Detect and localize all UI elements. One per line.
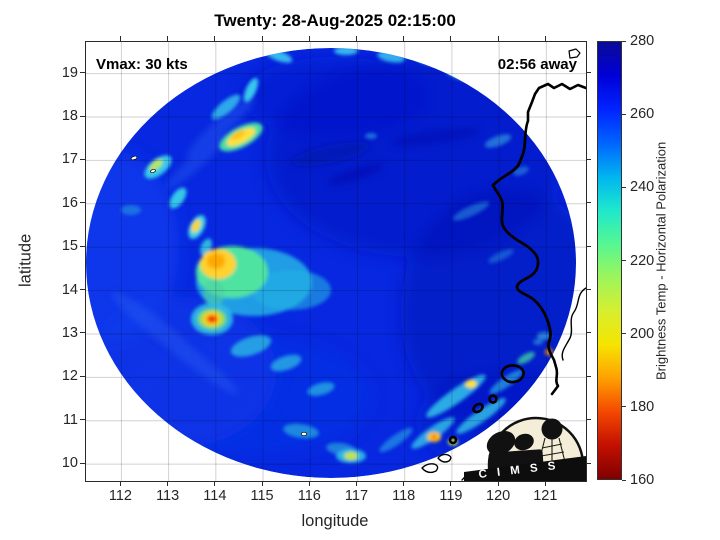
- y-tick: [586, 289, 591, 291]
- y-tick-label: 14: [61, 281, 78, 298]
- cimss-logo: C I M S S: [464, 416, 586, 481]
- plot-title: Twenty: 28-Aug-2025 02:15:00: [214, 11, 456, 30]
- x-tick: [261, 481, 263, 486]
- y-tick: [80, 289, 85, 291]
- x-tick-label: 114: [203, 488, 227, 504]
- y-tick: [80, 115, 85, 117]
- y-tick: [80, 72, 85, 74]
- x-tick: [308, 481, 310, 486]
- colorbar-tick-label: 160: [630, 472, 655, 488]
- x-tick-label: 119: [439, 488, 463, 504]
- colorbar-gradient: [598, 42, 621, 479]
- x-tick: [497, 481, 499, 486]
- y-tick-label: 10: [61, 455, 78, 472]
- y-tick: [80, 245, 85, 247]
- x-axis-label: longitude: [301, 512, 369, 530]
- y-axis-label: latitude: [16, 233, 35, 288]
- y-tick: [586, 115, 591, 117]
- y-tick: [586, 332, 591, 334]
- y-tick: [586, 202, 591, 204]
- x-tick: [119, 481, 121, 486]
- y-tick-label: 18: [61, 108, 78, 125]
- y-tick: [80, 375, 85, 377]
- x-tick: [544, 36, 546, 41]
- y-tick: [586, 72, 591, 74]
- x-tick: [167, 481, 169, 486]
- y-tick: [586, 419, 591, 421]
- y-tick-label: 11: [62, 411, 78, 428]
- x-tick: [308, 36, 310, 41]
- x-tick-label: 121: [533, 488, 558, 504]
- colorbar-tick-label: 220: [630, 252, 655, 269]
- x-tick-label: 113: [156, 488, 180, 504]
- x-tick: [403, 36, 405, 41]
- x-tick: [119, 36, 121, 41]
- x-tick: [214, 481, 216, 486]
- x-tick-label: 117: [344, 488, 369, 504]
- y-tick: [80, 202, 85, 204]
- x-tick: [167, 36, 169, 41]
- y-tick: [586, 462, 591, 464]
- data-disc: [86, 48, 576, 478]
- x-tick-label: 120: [486, 488, 511, 504]
- colorbar-tick-label: 240: [630, 179, 655, 196]
- colorbar-tick: [622, 113, 626, 115]
- colorbar-tick: [622, 40, 626, 42]
- y-tick-label: 13: [61, 324, 78, 341]
- y-tick-label: 12: [61, 368, 78, 385]
- y-tick-label: 16: [61, 194, 78, 211]
- x-tick: [544, 481, 546, 486]
- colorbar-tick: [622, 406, 626, 408]
- x-tick-label: 115: [250, 488, 274, 504]
- x-tick: [403, 481, 405, 486]
- colorbar-tick-label: 260: [630, 106, 655, 123]
- plot-area: C I M S S Vmax: 30 kts 02:56 away: [85, 41, 587, 482]
- colorbar-tick-label: 180: [630, 398, 655, 415]
- colorbar-tick-label: 200: [630, 325, 655, 342]
- y-tick: [80, 158, 85, 160]
- satellite-swath-svg: C I M S S: [86, 42, 586, 481]
- y-tick: [80, 462, 85, 464]
- colorbar: [597, 41, 622, 480]
- colorbar-tick: [622, 333, 626, 335]
- x-tick: [261, 36, 263, 41]
- y-tick: [586, 158, 591, 160]
- time-annotation: 02:56 away: [497, 56, 577, 73]
- vmax-annotation: Vmax: 30 kts: [96, 56, 188, 73]
- x-tick-label: 112: [108, 488, 132, 504]
- y-tick: [80, 332, 85, 334]
- x-tick: [214, 36, 216, 41]
- x-tick: [450, 481, 452, 486]
- colorbar-tick: [622, 479, 626, 481]
- colorbar-tick-label: 280: [630, 33, 655, 49]
- x-tick-label: 118: [392, 488, 416, 504]
- x-tick: [497, 36, 499, 41]
- y-tick: [586, 375, 591, 377]
- x-tick-label: 116: [297, 488, 321, 504]
- y-tick: [586, 245, 591, 247]
- x-tick: [355, 481, 357, 486]
- y-tick-label: 15: [61, 238, 78, 255]
- x-tick: [355, 36, 357, 41]
- colorbar-tick: [622, 260, 626, 261]
- satellite-dishes-icon: [486, 431, 544, 470]
- colorbar-title: Brightness Temp - Horizontal Polarizatio…: [653, 141, 669, 380]
- y-tick-label: 19: [61, 64, 78, 81]
- x-tick: [450, 36, 452, 41]
- y-tick-label: 17: [61, 151, 78, 168]
- y-tick: [80, 419, 85, 421]
- colorbar-tick: [622, 186, 626, 188]
- coastline: [130, 48, 586, 481]
